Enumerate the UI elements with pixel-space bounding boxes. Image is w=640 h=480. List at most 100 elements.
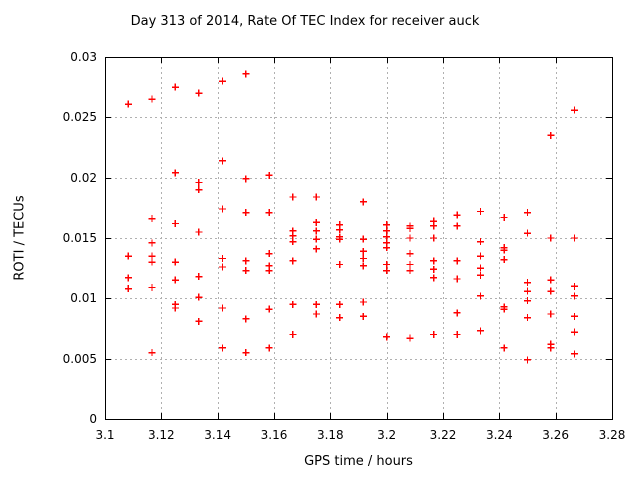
- grid-lines: [105, 57, 612, 419]
- data-point-marker: [383, 244, 391, 252]
- data-point-marker: [383, 267, 391, 275]
- data-point-marker: [359, 312, 367, 320]
- data-point-marker: [195, 293, 203, 301]
- x-tick-label: 3.24: [485, 428, 513, 442]
- data-point-marker: [312, 218, 320, 226]
- data-point-marker: [242, 349, 250, 357]
- data-point-marker: [312, 310, 320, 318]
- data-point-marker: [242, 315, 250, 323]
- data-point-marker: [430, 234, 438, 242]
- data-points: [124, 70, 579, 364]
- y-tick-label: 0: [89, 412, 97, 426]
- data-point-marker: [148, 239, 156, 247]
- data-point-marker: [524, 279, 531, 287]
- axes: [105, 57, 613, 420]
- data-point-marker: [383, 261, 391, 269]
- data-point-marker: [359, 262, 367, 270]
- data-point-marker: [171, 276, 179, 284]
- data-point-marker: [265, 267, 273, 275]
- data-point-marker: [312, 235, 320, 243]
- data-point-marker: [359, 255, 367, 263]
- data-point-marker: [336, 314, 344, 322]
- data-point-marker: [124, 100, 132, 108]
- data-point-marker: [289, 232, 297, 240]
- data-point-marker: [336, 235, 344, 243]
- data-point-marker: [359, 298, 367, 306]
- data-point-marker: [289, 331, 297, 339]
- data-point-marker: [500, 305, 508, 313]
- data-point-marker: [242, 267, 250, 275]
- data-point-marker: [547, 234, 555, 242]
- data-point-marker: [430, 265, 438, 273]
- data-point-marker: [406, 261, 414, 269]
- data-point-marker: [265, 171, 273, 179]
- data-point-marker: [289, 238, 297, 246]
- data-point-marker: [336, 226, 344, 234]
- data-point-marker: [547, 287, 555, 295]
- data-point-marker: [265, 209, 273, 217]
- data-point-marker: [242, 209, 250, 217]
- x-tick-label: 3.16: [260, 428, 288, 442]
- data-point-marker: [476, 327, 484, 335]
- data-point-marker: [430, 257, 438, 265]
- y-tick-label: 0.015: [62, 231, 97, 245]
- data-point-marker: [547, 131, 555, 139]
- x-tick-label: 3.1: [95, 428, 115, 442]
- data-point-marker: [218, 304, 226, 312]
- x-tick-label: 3.18: [316, 428, 344, 442]
- data-point-marker: [571, 328, 579, 336]
- data-point-marker: [571, 282, 579, 290]
- data-point-marker: [312, 193, 320, 201]
- data-point-marker: [148, 258, 156, 266]
- data-point-marker: [359, 247, 367, 255]
- data-point-marker: [453, 222, 461, 230]
- data-point-marker: [571, 106, 579, 114]
- data-point-marker: [524, 297, 531, 305]
- data-point-marker: [195, 228, 203, 236]
- data-point-marker: [406, 234, 414, 242]
- data-point-marker: [265, 344, 273, 352]
- data-point-marker: [289, 193, 297, 201]
- data-point-marker: [195, 317, 203, 325]
- data-point-marker: [524, 229, 531, 237]
- data-point-marker: [383, 233, 391, 241]
- data-point-marker: [406, 250, 414, 258]
- data-point-marker: [171, 258, 179, 266]
- data-point-marker: [476, 252, 484, 260]
- data-point-marker: [524, 356, 531, 364]
- data-point-marker: [148, 283, 156, 291]
- data-point-marker: [171, 304, 179, 312]
- data-point-marker: [148, 252, 156, 260]
- data-point-marker: [547, 310, 555, 318]
- data-point-marker: [218, 255, 226, 263]
- data-point-marker: [218, 77, 226, 85]
- data-point-marker: [571, 234, 579, 242]
- data-point-marker: [359, 235, 367, 243]
- data-point-marker: [430, 331, 438, 339]
- data-point-marker: [148, 215, 156, 223]
- data-point-marker: [500, 256, 508, 264]
- data-point-marker: [547, 344, 555, 352]
- x-tick-label: 3.12: [147, 428, 175, 442]
- data-point-marker: [242, 175, 250, 183]
- data-point-marker: [571, 292, 579, 300]
- data-point-marker: [383, 333, 391, 341]
- data-point-marker: [571, 312, 579, 320]
- x-tick-label: 3.22: [429, 428, 457, 442]
- data-point-marker: [336, 261, 344, 269]
- data-point-marker: [148, 349, 156, 357]
- data-point-marker: [547, 276, 555, 284]
- data-point-marker: [476, 292, 484, 300]
- data-point-marker: [500, 344, 508, 352]
- data-point-marker: [124, 252, 132, 260]
- data-point-marker: [218, 205, 226, 213]
- data-point-marker: [383, 227, 391, 235]
- data-point-marker: [453, 309, 461, 317]
- data-point-marker: [289, 257, 297, 265]
- data-point-marker: [476, 207, 484, 215]
- data-point-marker: [218, 263, 226, 271]
- data-point-marker: [218, 344, 226, 352]
- y-tick-label: 0.03: [70, 50, 97, 64]
- data-point-marker: [500, 213, 508, 221]
